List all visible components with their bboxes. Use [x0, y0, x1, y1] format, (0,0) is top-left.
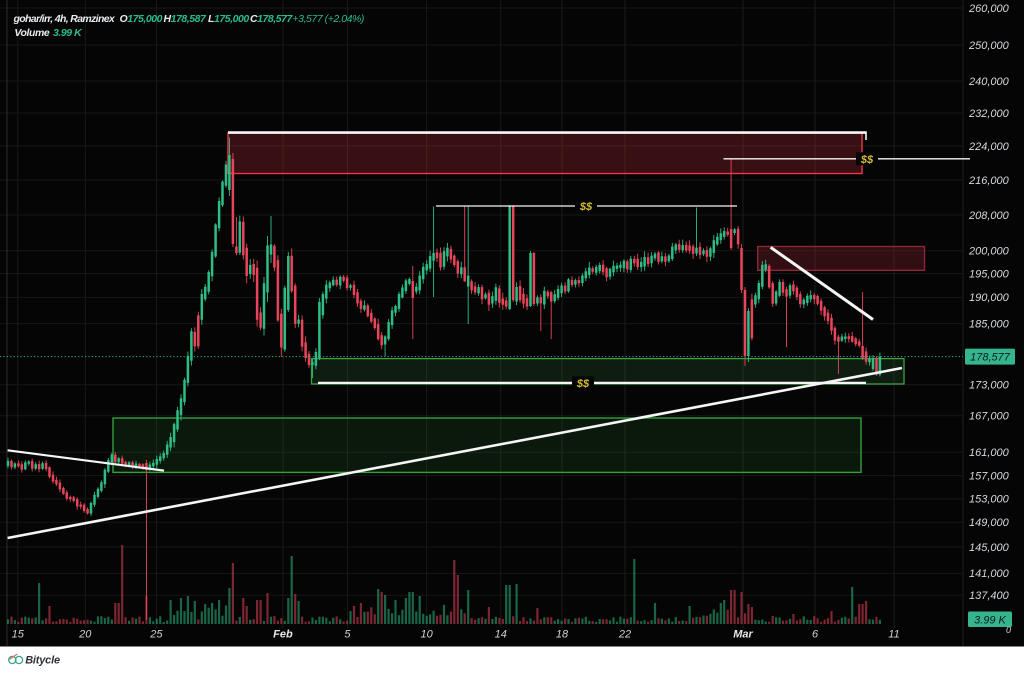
- svg-text:224,000: 224,000: [968, 141, 1010, 153]
- svg-text:232,000: 232,000: [968, 108, 1010, 120]
- svg-text:$$: $$: [579, 201, 593, 213]
- svg-text:Bitycle: Bitycle: [25, 655, 60, 667]
- svg-text:H178,587: H178,587: [164, 13, 208, 25]
- svg-text:260,000: 260,000: [968, 3, 1010, 15]
- svg-text:Mar: Mar: [733, 629, 753, 641]
- svg-text:0: 0: [1006, 625, 1011, 635]
- svg-text:167,000: 167,000: [969, 411, 1010, 423]
- svg-text:149,000: 149,000: [969, 517, 1010, 529]
- svg-text:195,000: 195,000: [969, 268, 1010, 280]
- svg-text:gohar/irr, 4h, Ramzinex: gohar/irr, 4h, Ramzinex: [13, 13, 116, 25]
- svg-text:$$: $$: [576, 378, 590, 390]
- svg-text:L175,000: L175,000: [208, 13, 249, 25]
- svg-text:3.99 K: 3.99 K: [53, 27, 83, 39]
- svg-text:20: 20: [78, 629, 92, 641]
- svg-text:173,000: 173,000: [969, 380, 1010, 392]
- svg-text:Volume: Volume: [14, 27, 49, 39]
- svg-text:216,000: 216,000: [968, 175, 1010, 187]
- svg-text:190,000: 190,000: [969, 292, 1010, 304]
- svg-text:$$: $$: [860, 154, 874, 166]
- svg-text:141,000: 141,000: [969, 568, 1010, 580]
- svg-text:18: 18: [556, 629, 569, 641]
- svg-text:185,000: 185,000: [969, 318, 1010, 330]
- svg-text:145,000: 145,000: [969, 542, 1010, 554]
- svg-text:240,000: 240,000: [968, 76, 1010, 88]
- svg-text:3.99 K: 3.99 K: [974, 615, 1006, 627]
- svg-text:+3,577 (+2.04%): +3,577 (+2.04%): [293, 13, 364, 25]
- svg-text:Feb: Feb: [273, 629, 293, 641]
- svg-text:6: 6: [812, 629, 819, 641]
- svg-text:157,000: 157,000: [969, 470, 1010, 482]
- svg-text:15: 15: [12, 629, 25, 641]
- svg-text:137,400: 137,400: [969, 590, 1010, 602]
- svg-text:250,000: 250,000: [968, 40, 1010, 52]
- svg-text:22: 22: [618, 629, 631, 641]
- svg-text:161,000: 161,000: [969, 447, 1010, 459]
- svg-text:208,000: 208,000: [968, 210, 1010, 222]
- svg-text:C178,577: C178,577: [250, 13, 294, 25]
- svg-text:178,577: 178,577: [970, 352, 1011, 364]
- svg-text:153,000: 153,000: [969, 494, 1010, 506]
- svg-text:10: 10: [420, 629, 433, 641]
- svg-text:11: 11: [888, 629, 899, 641]
- svg-text:14: 14: [495, 629, 507, 641]
- svg-text:5: 5: [344, 629, 351, 641]
- svg-text:O175,000: O175,000: [120, 13, 163, 25]
- svg-text:25: 25: [149, 629, 163, 641]
- svg-text:200,000: 200,000: [968, 246, 1010, 258]
